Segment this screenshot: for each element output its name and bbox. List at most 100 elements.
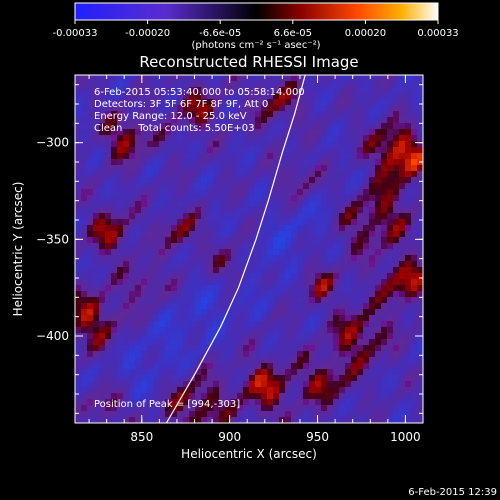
colorbar-tick-label: -0.00020 [125,28,170,39]
heatmap-cell [195,201,202,208]
heatmap-cell [309,411,316,418]
heatmap-cell [249,189,256,196]
heatmap-cell [291,303,298,310]
heatmap-cell [375,195,382,202]
heatmap-cell [303,351,310,358]
heatmap-cell [405,345,412,352]
heatmap-cell [351,279,358,286]
heatmap-cell [339,165,346,172]
heatmap-cell [75,165,82,172]
heatmap-cell [249,405,256,412]
heatmap-cell [147,399,154,406]
heatmap-cell [93,405,100,412]
heatmap-cell [93,339,100,346]
heatmap-cell [351,111,358,118]
heatmap-cell [165,159,172,166]
heatmap-cell [345,153,352,160]
heatmap-cell [387,81,394,88]
heatmap-cell [333,249,340,256]
heatmap-cell [207,123,214,130]
heatmap-cell [273,105,280,112]
heatmap-cell [411,129,418,136]
heatmap-cell [207,369,214,376]
heatmap-cell [207,375,214,382]
heatmap-cell [321,315,328,322]
heatmap-cell [255,249,262,256]
heatmap-cell [93,393,100,400]
heatmap-cell [123,171,130,178]
heatmap-cell [309,171,316,178]
heatmap-cell [411,207,418,214]
heatmap-cell [219,285,226,292]
heatmap-cell [207,117,214,124]
heatmap-cell [303,393,310,400]
heatmap-cell [309,237,316,244]
heatmap-cell [171,297,178,304]
heatmap-cell [357,249,364,256]
heatmap-cell [147,111,154,118]
heatmap-cell [297,225,304,232]
heatmap-cell [315,165,322,172]
heatmap-cell [351,381,358,388]
heatmap-cell [165,189,172,196]
heatmap-cell [261,417,268,423]
heatmap-cell [387,225,394,232]
heatmap-cell [393,123,400,130]
heatmap-cell [117,375,124,382]
heatmap-cell [129,135,136,142]
heatmap-cell [105,381,112,388]
heatmap-cell [267,231,274,238]
heatmap-cell [285,219,292,226]
heatmap-cell [99,87,106,94]
heatmap-cell [411,339,418,346]
heatmap-cell [231,399,238,406]
heatmap-cell [99,387,106,394]
heatmap-cell [177,267,184,274]
heatmap-cell [285,159,292,166]
heatmap-cell [189,255,196,262]
heatmap-cell [249,111,256,118]
heatmap-cell [351,153,358,160]
heatmap-cell [261,141,268,148]
heatmap-cell [141,81,148,88]
heatmap-cell [243,177,250,184]
heatmap-cell [357,273,364,280]
heatmap-cell [237,291,244,298]
heatmap-cell [387,291,394,298]
heatmap-cell [111,117,118,124]
heatmap-cell [123,279,130,286]
heatmap-cell [87,123,94,130]
heatmap-cell [327,411,334,418]
heatmap-cell [387,189,394,196]
heatmap-cell [105,339,112,346]
heatmap-cell [237,219,244,226]
heatmap-cell [141,237,148,244]
heatmap-cell [279,183,286,190]
heatmap-cell [273,189,280,196]
heatmap-cell [153,255,160,262]
heatmap-cell [309,351,316,358]
heatmap-cell [387,387,394,394]
heatmap-cell [369,291,376,298]
heatmap-cell [87,309,94,316]
heatmap-cell [183,345,190,352]
heatmap-cell [105,117,112,124]
heatmap-cell [207,159,214,166]
heatmap-cell [351,171,358,178]
heatmap-cell [399,135,406,142]
heatmap-cell [249,117,256,124]
heatmap-cell [129,363,136,370]
heatmap-cell [345,81,352,88]
heatmap-cell [387,117,394,124]
heatmap-cell [315,141,322,148]
heatmap-cell [243,279,250,286]
heatmap-cell [387,87,394,94]
x-tick-label: 850 [130,430,153,444]
heatmap-cell [201,357,208,364]
heatmap-cell [225,81,232,88]
heatmap-cell [321,369,328,376]
heatmap-cell [285,321,292,328]
heatmap-cell [273,243,280,250]
heatmap-cell [177,321,184,328]
heatmap-cell [135,393,142,400]
